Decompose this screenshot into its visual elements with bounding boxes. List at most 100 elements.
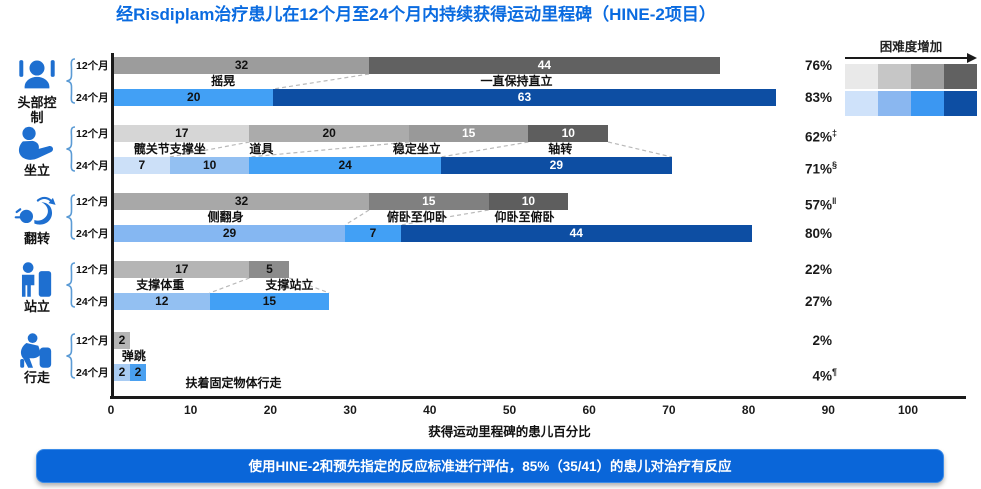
footer-banner: 使用HINE-2和预先指定的反应标准进行评估，85%（35/41）的患儿对治疗有… <box>36 449 944 483</box>
percent-label: 4%¶ <box>812 367 838 384</box>
bar-segment: 20 <box>249 125 409 142</box>
percent-label: 83% <box>804 90 832 105</box>
chart-title: 经Risdiplam治疗患儿在12个月至24个月内持续获得运动里程碑（HINE-… <box>116 5 716 24</box>
legend-arrow-icon <box>845 53 977 63</box>
x-tick-label: 40 <box>423 403 437 417</box>
bar-segment: 15 <box>408 125 529 142</box>
group-label: 站立 <box>23 299 50 314</box>
milestone-label: 道具 <box>249 142 274 156</box>
segment-value: 2 <box>118 333 126 347</box>
percent-label: 57%‖ <box>804 196 837 213</box>
milestone-label: 弹跳 <box>121 349 146 363</box>
legend-blue-row <box>845 91 977 116</box>
segment-value: 15 <box>422 194 436 208</box>
legend-swatch <box>845 64 878 89</box>
bar-segment: 2 <box>114 332 130 349</box>
row-label-12个月: 12个月 <box>76 60 109 72</box>
x-axis-label: 获得运动里程碑的患儿百分比 <box>428 425 591 439</box>
legend-swatch <box>878 64 911 89</box>
bar-segment: 12 <box>114 293 210 310</box>
legend-swatch <box>911 64 944 89</box>
bar-segment: 10 <box>528 125 609 142</box>
segment-value: 29 <box>222 226 237 240</box>
y-axis-line <box>111 53 114 398</box>
x-tick-label: 60 <box>582 403 596 417</box>
group-label: 坐立 <box>23 163 50 178</box>
bar-segment: 32 <box>114 193 370 210</box>
legend-swatch <box>944 64 977 89</box>
standing-icon <box>10 261 64 299</box>
milestone-label: 扶着固定物体行走 <box>185 376 282 390</box>
row-brace <box>64 332 76 380</box>
segment-value: 32 <box>234 194 249 208</box>
milestone-label: 髋关节支撑坐 <box>133 142 206 156</box>
legend-gray-row <box>845 64 977 89</box>
milestone-label: 支撑体重 <box>136 278 185 292</box>
row-label-12个月: 12个月 <box>76 196 109 208</box>
bar-segment: 5 <box>249 261 290 278</box>
segment-value: 2 <box>134 365 142 379</box>
segment-value: 7 <box>138 158 146 172</box>
segment-value: 15 <box>262 294 277 308</box>
segment-value: 24 <box>338 158 352 172</box>
segment-value: 17 <box>175 126 189 140</box>
segment-value: 32 <box>234 58 249 72</box>
segment-value: 12 <box>155 294 169 308</box>
milestone-label: 支撑站立 <box>265 278 314 292</box>
x-tick-label: 30 <box>343 403 357 417</box>
legend-swatch <box>944 91 977 116</box>
percent-label: 2% <box>812 333 832 348</box>
x-tick-label: 50 <box>502 403 517 417</box>
milestone-label: 俯卧至仰卧 <box>386 210 447 224</box>
rolling-icon <box>10 193 64 231</box>
segment-connector-lines <box>169 73 673 294</box>
row-label-24个月: 24个月 <box>76 160 109 172</box>
bar-segment: 24 <box>249 157 441 174</box>
bar-segment: 44 <box>400 225 752 242</box>
segment-value: 29 <box>549 158 563 172</box>
bar-segment: 10 <box>169 157 250 174</box>
legend-swatch <box>845 91 878 116</box>
milestone-label: 轴转 <box>548 142 573 156</box>
legend-swatch <box>911 91 944 116</box>
x-tick-label: 100 <box>897 403 919 417</box>
bar-segment: 63 <box>273 89 776 106</box>
x-tick-label: 90 <box>821 403 835 417</box>
x-tick-label: 20 <box>263 403 278 417</box>
segment-value: 10 <box>521 194 536 208</box>
segment-value: 20 <box>322 126 336 140</box>
bar-segment: 29 <box>440 157 672 174</box>
segment-value: 2 <box>118 365 126 379</box>
milestone-label: 仰卧至俯卧 <box>494 210 555 224</box>
row-brace <box>64 125 76 173</box>
bar-segment: 2 <box>114 364 130 381</box>
bar-segment: 15 <box>369 193 489 210</box>
x-axis-line <box>110 396 966 399</box>
bar-segment: 20 <box>114 89 274 106</box>
bar-segment: 10 <box>488 193 569 210</box>
group-label: 翻转 <box>23 231 50 246</box>
difficulty-legend <box>845 64 977 118</box>
milestone-label: 侧翻身 <box>207 210 244 224</box>
x-tick-label: 10 <box>184 403 198 417</box>
percent-label: 76% <box>804 58 832 73</box>
bar-segment: 29 <box>114 225 346 242</box>
bar-segment: 2 <box>129 364 146 381</box>
segment-value: 10 <box>202 158 217 172</box>
segment-value: 20 <box>187 90 201 104</box>
x-tick-label: 0 <box>107 403 115 417</box>
row-label-24个月: 24个月 <box>76 228 109 240</box>
bar-segment: 44 <box>369 57 720 74</box>
segment-value: 15 <box>461 126 476 140</box>
row-brace <box>64 57 76 105</box>
row-label-24个月: 24个月 <box>76 92 109 104</box>
segment-value: 44 <box>569 226 583 240</box>
bar-segment: 17 <box>114 125 250 142</box>
bar-segment: 7 <box>114 157 170 174</box>
percent-label: 80% <box>804 226 832 241</box>
row-label-24个月: 24个月 <box>76 367 109 379</box>
segment-value: 17 <box>175 262 189 276</box>
percent-label: 27% <box>804 294 832 309</box>
milestone-label: 一直保持直立 <box>480 74 553 88</box>
percent-label: 22% <box>804 262 832 277</box>
